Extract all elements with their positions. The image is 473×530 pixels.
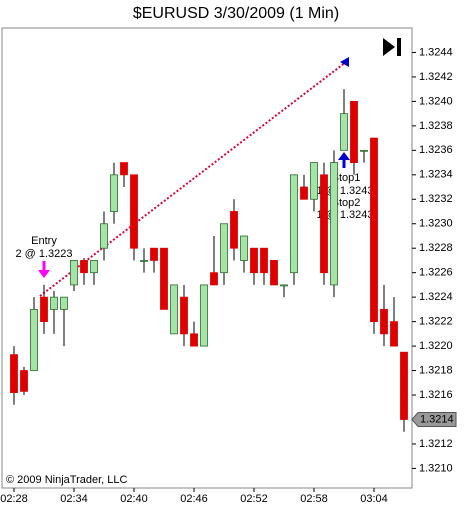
stop-arrow	[338, 152, 350, 168]
candle-body	[160, 247, 168, 310]
copyright: © 2009 NinjaTrader, LLC	[6, 474, 127, 486]
candle-body	[340, 113, 348, 151]
y-tick-label: 1.3210	[419, 462, 453, 474]
x-tick-label: 02:58	[300, 493, 328, 505]
trade-line	[39, 61, 347, 297]
last-price-box	[411, 411, 457, 427]
candle-body	[80, 260, 88, 274]
y-tick-label: 1.3224	[419, 291, 453, 303]
exit-marker	[340, 57, 349, 67]
y-tick-label: 1.3228	[419, 242, 453, 254]
plot-frame	[1, 27, 413, 489]
y-tick-label: 1.3230	[419, 218, 453, 230]
y-tick-label: 1.3234	[419, 169, 453, 181]
candle-body	[20, 370, 28, 392]
candle-body	[330, 162, 338, 286]
y-tick-label: 1.3236	[419, 144, 453, 156]
candle-body	[230, 211, 238, 249]
y-tick-label: 1.3238	[419, 120, 453, 132]
y-tick-label: 1.3216	[419, 389, 453, 401]
y-tick-label: 1.3244	[419, 46, 453, 58]
candle-body	[240, 235, 248, 261]
stop1-label: Stop1	[332, 172, 361, 184]
candle-body	[220, 223, 228, 274]
chart-title: $EURUSD 3/30/2009 (1 Min)	[133, 5, 339, 22]
candle-body	[390, 321, 398, 347]
y-tick-label: 1.3218	[419, 364, 453, 376]
candle-body	[250, 247, 258, 274]
y-tick-label: 1.3232	[419, 193, 453, 205]
y-tick-label: 1.3242	[419, 71, 453, 83]
candle-body	[140, 260, 148, 262]
x-tick-label: 03:04	[360, 493, 388, 505]
y-tick-label: 1.3240	[419, 95, 453, 107]
candle-body	[130, 174, 138, 249]
candle-body	[310, 162, 318, 200]
x-tick-label: 02:34	[60, 493, 88, 505]
y-tick-label: 1.3212	[419, 438, 453, 450]
candle-body	[110, 174, 118, 212]
candle-body	[360, 149, 368, 152]
stop2-label: Stop2	[332, 197, 361, 209]
candle-body	[300, 186, 308, 200]
candle-body	[60, 296, 68, 310]
y-tick-label: 1.3220	[419, 340, 453, 352]
candle-body	[280, 284, 288, 287]
x-tick-label: 02:52	[240, 493, 268, 505]
candle-body	[90, 260, 98, 274]
entry-label: Entry	[31, 235, 57, 247]
candle-body	[380, 308, 388, 335]
candle-body	[270, 260, 278, 286]
candle-body	[150, 247, 158, 261]
candle-body	[170, 284, 178, 335]
x-tick-label: 02:28	[0, 493, 28, 505]
candle-body	[350, 101, 358, 163]
candle-body	[260, 247, 268, 274]
x-tick-label: 02:46	[180, 493, 208, 505]
x-tick-label: 02:40	[120, 493, 148, 505]
candle-body	[400, 351, 408, 420]
play-icon	[383, 38, 401, 56]
candle-body	[320, 174, 328, 274]
entry-arrow	[38, 261, 50, 278]
candle-body	[50, 296, 58, 310]
y-tick-label: 1.3222	[419, 316, 453, 328]
candle-body	[100, 223, 108, 249]
last-price-label: 1.3214	[420, 413, 454, 425]
candle-body	[180, 296, 188, 335]
y-tick-label: 1.3226	[419, 267, 453, 279]
candle-body	[190, 333, 198, 347]
entry-fill-label: 2 @ 1.3223	[15, 248, 72, 260]
candle-body	[10, 354, 18, 393]
candle-body	[290, 174, 298, 274]
candle-body	[70, 260, 78, 286]
candle-body	[210, 272, 218, 286]
candle-body	[370, 137, 378, 323]
candle-body	[120, 162, 128, 176]
candle-body	[200, 284, 208, 347]
candle-body	[40, 296, 48, 323]
candle-body	[30, 308, 38, 371]
